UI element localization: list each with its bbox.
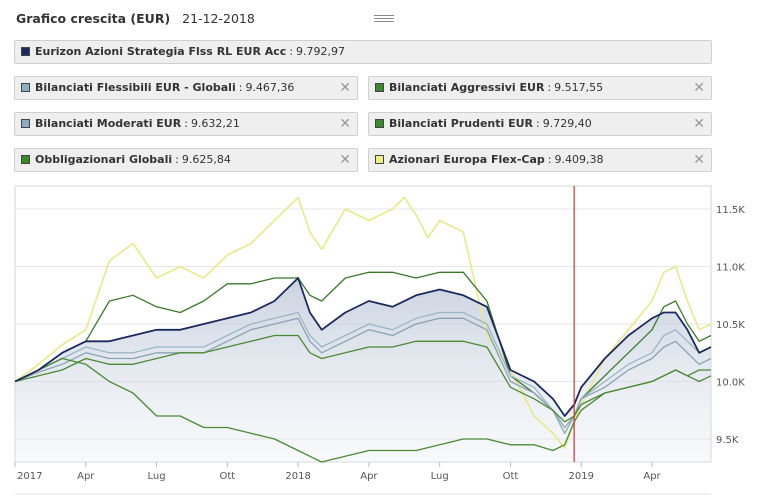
y-tick-label: 9.5K (716, 435, 739, 446)
close-icon[interactable]: ✕ (339, 80, 351, 96)
legend-value: 9.467,36 (245, 81, 295, 94)
legend-name: Bilanciati Aggressivi EUR (389, 81, 545, 94)
close-icon[interactable]: ✕ (693, 116, 705, 132)
y-tick-label: 10.0K (716, 378, 745, 389)
y-tick-label: 11.0K (716, 263, 745, 274)
legend-swatch (375, 155, 384, 164)
series-area (15, 278, 711, 462)
legend-name: Bilanciati Moderati EUR (35, 117, 182, 130)
chart-title: Grafico crescita (EUR) (16, 11, 171, 26)
legend-swatch (21, 119, 30, 128)
legend-name: Obbligazionari Globali (35, 153, 173, 166)
series-line (14, 311, 712, 434)
legend-value: 9.409,38 (554, 153, 604, 166)
legend-chip-bilanciati-prudenti[interactable]: Bilanciati Prudenti EUR:9.729,40 ✕ (368, 112, 712, 136)
legend-value: 9.517,55 (554, 81, 604, 94)
legend-name: Bilanciati Flessibili EUR - Globali (35, 81, 236, 94)
legend-chip-bilanciati-flessibili[interactable]: Bilanciati Flessibili EUR - Globali:9.46… (14, 76, 358, 100)
legend-chip-bilanciati-moderati[interactable]: Bilanciati Moderati EUR:9.632,21 ✕ (14, 112, 358, 136)
y-tick-label: 11.5K (716, 205, 745, 216)
legend-value: 9.792,97 (296, 45, 346, 58)
x-tick-label: Apr (360, 471, 378, 482)
legend-swatch (21, 155, 30, 164)
legend-swatch (21, 83, 30, 92)
legend-swatch (375, 83, 384, 92)
legend-swatch (21, 47, 30, 56)
x-tick-label: Lug (148, 471, 166, 482)
legend-swatch (375, 119, 384, 128)
series-line (14, 271, 712, 434)
legend-value: 9.729,40 (542, 117, 592, 130)
close-icon[interactable]: ✕ (693, 80, 705, 96)
legend-name: Azionari Europa Flex-Cap (389, 153, 545, 166)
x-tick-label: Ott (503, 471, 519, 482)
legend-name: Bilanciati Prudenti EUR (389, 117, 534, 130)
close-icon[interactable]: ✕ (339, 116, 351, 132)
x-tick-label: 2019 (569, 471, 594, 482)
legend-value: 9.625,84 (181, 153, 231, 166)
series-line (14, 196, 712, 449)
x-tick-label: Lug (431, 471, 449, 482)
x-tick-label: Apr (77, 471, 95, 482)
chart-date: 21-12-2018 (182, 11, 255, 26)
legend-value: 9.632,21 (190, 117, 240, 130)
x-tick-label: Apr (643, 471, 661, 482)
series-line (14, 317, 712, 429)
legend-chip-obbligazionari[interactable]: Obbligazionari Globali:9.625,84 ✕ (14, 148, 358, 172)
legend-name: Eurizon Azioni Strategia Flss RL EUR Acc (35, 45, 287, 58)
x-tick-label: 2017 (17, 471, 42, 482)
series-line (14, 357, 711, 463)
x-tick-label: 2018 (285, 471, 310, 482)
legend-chip-azionari-europa[interactable]: Azionari Europa Flex-Cap:9.409,38 ✕ (368, 148, 712, 172)
legend-chip-eurizon[interactable]: Eurizon Azioni Strategia Flss RL EUR Acc… (14, 40, 712, 64)
legend-chip-bilanciati-aggressivi[interactable]: Bilanciati Aggressivi EUR:9.517,55 ✕ (368, 76, 712, 100)
close-icon[interactable]: ✕ (693, 152, 705, 168)
close-icon[interactable]: ✕ (339, 152, 351, 168)
x-tick-label: Ott (219, 471, 235, 482)
chart-header: Grafico crescita (EUR) 21-12-2018 (16, 11, 255, 26)
series-line (14, 277, 712, 417)
y-tick-label: 10.5K (716, 320, 745, 331)
menu-icon[interactable] (374, 15, 394, 24)
